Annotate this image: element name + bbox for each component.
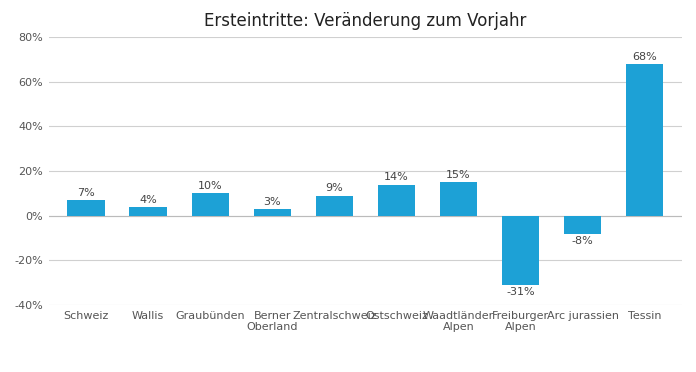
Bar	[502, 216, 539, 285]
Text: 10%: 10%	[198, 181, 223, 191]
Bar	[253, 209, 291, 216]
Bar	[378, 185, 415, 216]
Text: 7%: 7%	[77, 188, 95, 198]
Bar	[626, 64, 663, 216]
Bar	[68, 200, 104, 216]
Text: 4%: 4%	[139, 195, 157, 205]
Bar	[316, 196, 353, 216]
Bar	[564, 216, 601, 234]
Title: Ersteintritte: Veränderung zum Vorjahr: Ersteintritte: Veränderung zum Vorjahr	[204, 12, 527, 30]
Text: 15%: 15%	[446, 170, 471, 180]
Text: -31%: -31%	[506, 287, 535, 297]
Text: 9%: 9%	[326, 183, 343, 193]
Text: 3%: 3%	[264, 197, 281, 207]
Text: 14%: 14%	[384, 172, 409, 182]
Text: 68%: 68%	[633, 52, 657, 62]
Bar	[129, 207, 167, 216]
Bar	[191, 193, 229, 216]
Bar	[440, 182, 477, 216]
Text: -8%: -8%	[572, 236, 594, 246]
